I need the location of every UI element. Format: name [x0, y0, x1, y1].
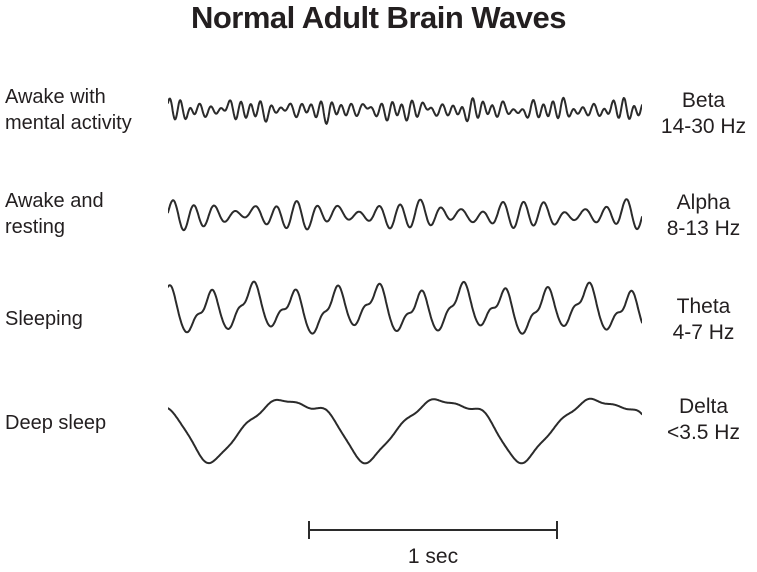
band-name: Delta	[678, 395, 729, 418]
scale-bar-label: 1 sec	[407, 545, 459, 568]
band-label-theta: Theta 4-7 Hz	[650, 294, 757, 346]
beta-wave-trace	[168, 96, 642, 125]
state-label-line: mental activity	[5, 112, 132, 134]
state-label-alpha: Awake and resting	[5, 188, 170, 240]
state-label-line: Sleeping	[5, 308, 83, 330]
band-frequency-range: 14-30 Hz	[660, 115, 747, 138]
theta-wave-trace	[168, 280, 642, 335]
state-label-line: Awake with	[5, 86, 106, 108]
band-label-delta: Delta <3.5 Hz	[650, 394, 757, 446]
scale-bar-left-tick	[308, 521, 310, 539]
band-name: Alpha	[676, 191, 731, 214]
band-frequency-range: 4-7 Hz	[672, 321, 735, 344]
state-label-beta: Awake with mental activity	[5, 84, 170, 136]
band-name: Beta	[681, 89, 726, 112]
page-title: Normal Adult Brain Waves	[190, 0, 567, 35]
band-label-beta: Beta 14-30 Hz	[650, 88, 757, 140]
band-frequency-range: 8-13 Hz	[666, 217, 741, 240]
state-label-delta: Deep sleep	[5, 410, 170, 436]
scale-bar-line	[308, 529, 558, 531]
delta-wave-trace	[168, 397, 642, 465]
state-label-line: resting	[5, 216, 66, 238]
alpha-wave-trace	[168, 198, 642, 232]
band-frequency-range: <3.5 Hz	[667, 421, 740, 444]
scale-bar-right-tick	[556, 521, 558, 539]
state-label-theta: Sleeping	[5, 306, 170, 332]
state-label-line: Awake and	[5, 190, 104, 212]
state-label-line: Deep sleep	[5, 412, 107, 434]
band-label-alpha: Alpha 8-13 Hz	[650, 190, 757, 242]
band-name: Theta	[676, 295, 731, 318]
